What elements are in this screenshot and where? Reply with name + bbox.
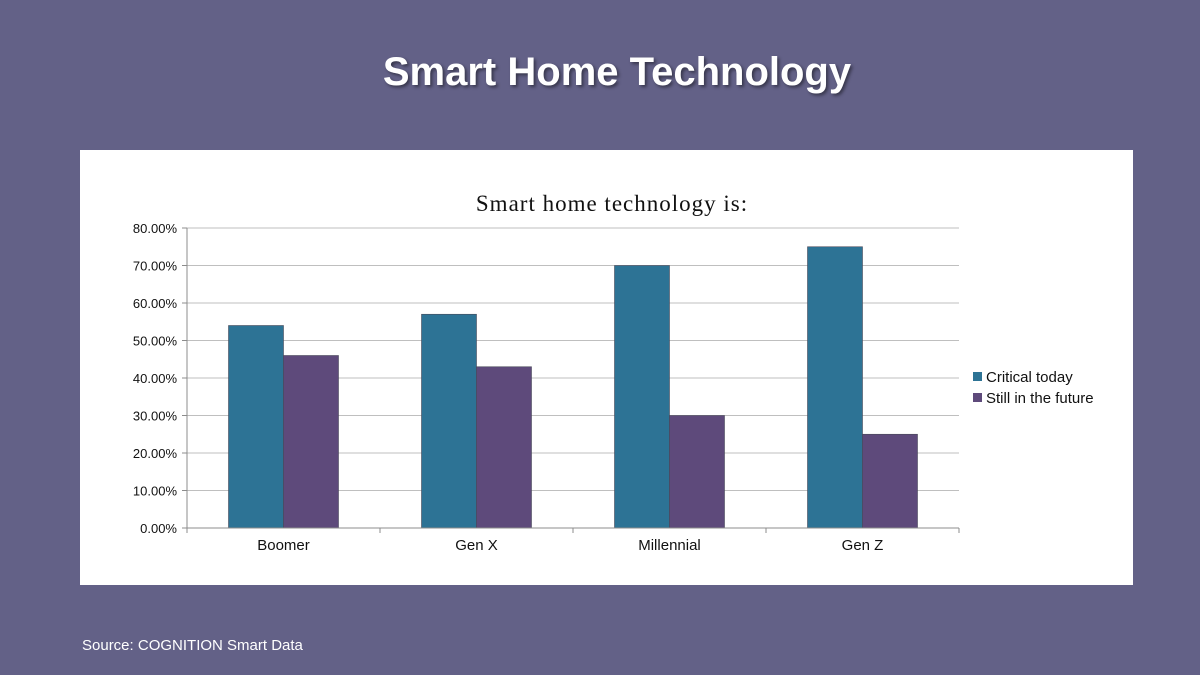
- y-tick-label: 80.00%: [133, 221, 178, 236]
- y-tick-label: 40.00%: [133, 371, 178, 386]
- y-tick-label: 70.00%: [133, 259, 178, 274]
- bar-critical-today: [807, 246, 863, 529]
- legend-swatch: [973, 372, 982, 381]
- axes: 80.00% 70.00% 60.00% 50.00% 40.00% 30.00% 20.0…: [133, 221, 960, 554]
- bars: [228, 246, 918, 529]
- y-tick-label: 10.00%: [133, 484, 178, 499]
- bar-still-in-the-future: [669, 415, 725, 529]
- y-tick-label: 60.00%: [133, 296, 178, 311]
- legend: Critical today Still in the future: [973, 369, 1094, 407]
- bar-critical-today: [614, 265, 670, 529]
- bar-critical-today: [421, 313, 477, 529]
- x-category-label: Gen Z: [842, 537, 884, 554]
- y-tick-label: 0.00%: [140, 521, 177, 536]
- bar-chart: Smart home technology is: 80.00% 70.00% 60…: [133, 191, 1094, 554]
- bar-still-in-the-future: [476, 366, 532, 529]
- legend-label: Still in the future: [986, 390, 1094, 407]
- x-category-label: Boomer: [257, 537, 310, 554]
- y-tick-label: 50.00%: [133, 334, 178, 349]
- source-note: Source: COGNITION Smart Data: [82, 637, 303, 654]
- x-category-label: Gen X: [455, 537, 498, 554]
- x-category-label: Millennial: [638, 537, 701, 554]
- chart-panel: Smart home technology is: 80.00% 70.00% 60…: [80, 150, 1133, 585]
- slide-title: Smart Home Technology: [382, 50, 852, 94]
- chart-title: Smart home technology is:: [476, 191, 748, 216]
- y-tick-label: 30.00%: [133, 409, 178, 424]
- legend-swatch: [973, 393, 982, 402]
- y-tick-label: 20.00%: [133, 446, 178, 461]
- bar-still-in-the-future: [283, 355, 339, 529]
- bar-still-in-the-future: [862, 433, 918, 529]
- bar-critical-today: [228, 325, 284, 529]
- legend-label: Critical today: [986, 369, 1073, 386]
